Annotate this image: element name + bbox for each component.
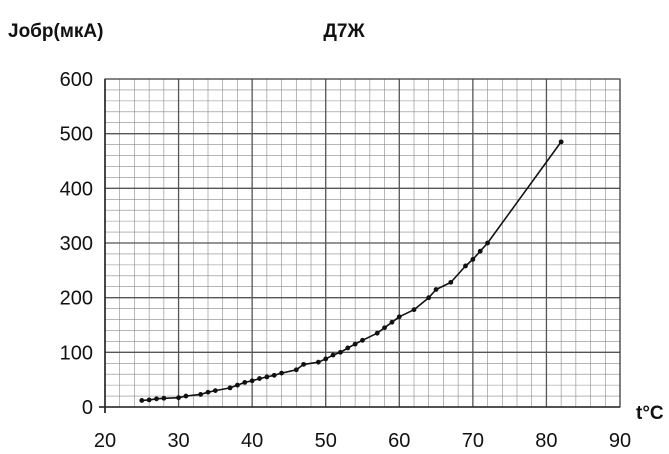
data-point <box>235 382 240 388</box>
data-point <box>198 392 204 397</box>
plot-frame <box>104 78 621 408</box>
data-point <box>227 385 233 391</box>
data-point <box>477 248 483 254</box>
series-line <box>141 141 562 402</box>
data-point <box>183 393 189 399</box>
data-point <box>389 319 395 325</box>
y-tick-label: 600 <box>60 69 93 91</box>
x-tick-label: 80 <box>535 430 557 452</box>
data-point <box>360 337 365 343</box>
data-point <box>264 374 270 380</box>
data-point <box>352 341 358 347</box>
data-point <box>301 361 307 367</box>
data-point <box>448 279 454 285</box>
y-tick-label: 100 <box>60 342 93 364</box>
data-point <box>212 388 218 393</box>
data-point <box>249 378 255 384</box>
x-tick-label: 70 <box>462 430 484 452</box>
data-point <box>485 240 490 246</box>
x-tick-labels: 20 30 40 50 60 70 80 90 <box>94 430 631 452</box>
y-tick-label: 400 <box>60 178 93 200</box>
data-point <box>315 359 321 365</box>
data-point <box>323 356 329 362</box>
data-point <box>205 389 211 395</box>
series-group <box>139 139 564 403</box>
data-point <box>242 380 248 385</box>
data-point <box>470 257 476 262</box>
data-point <box>382 325 387 331</box>
data-point <box>293 367 299 373</box>
data-point <box>433 287 439 292</box>
data-point <box>176 395 181 401</box>
x-tick-label: 30 <box>167 430 189 452</box>
data-point <box>338 349 343 355</box>
data-point <box>426 295 432 301</box>
data-point <box>345 345 351 351</box>
data-point <box>279 370 284 376</box>
data-point <box>161 395 167 401</box>
data-point <box>411 307 417 313</box>
data-point <box>396 314 402 320</box>
x-tick-label: 40 <box>241 430 263 452</box>
data-point <box>463 263 468 269</box>
x-tick-label: 60 <box>388 430 410 452</box>
data-point <box>154 396 159 402</box>
data-point <box>558 139 564 145</box>
x-axis-label: t°C <box>636 403 664 424</box>
data-point <box>271 372 277 378</box>
data-point <box>330 352 336 358</box>
y-tick-labels: 0 100 200 300 400 500 600 <box>60 69 93 419</box>
x-tick-label: 90 <box>609 430 631 452</box>
x-tick-label: 20 <box>94 430 116 452</box>
x-tick-label: 50 <box>315 430 337 452</box>
major-grid <box>104 78 621 408</box>
data-point <box>374 330 380 336</box>
axes <box>99 78 621 413</box>
y-tick-label: 300 <box>60 233 93 255</box>
data-point <box>139 398 145 403</box>
y-tick-label: 500 <box>60 124 93 146</box>
y-axis-label: Jобр(мкА) <box>8 21 103 42</box>
y-tick-label: 0 <box>82 397 93 419</box>
data-point <box>257 376 262 381</box>
chart-title: Д7Ж <box>323 21 365 42</box>
y-tick-label: 200 <box>60 288 93 310</box>
data-point <box>146 397 152 403</box>
